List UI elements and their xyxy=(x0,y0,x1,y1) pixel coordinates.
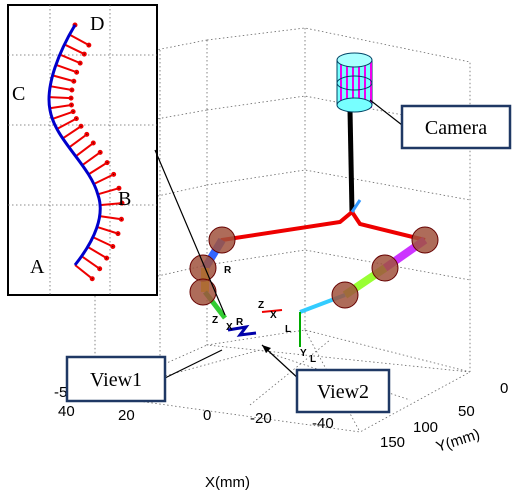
callout-box xyxy=(400,104,512,150)
frame-labels: R Z X R Z X L Y L xyxy=(212,265,316,365)
x-axis-label: X(mm) xyxy=(205,474,250,491)
x-tick-label: 0 xyxy=(203,407,211,424)
point-label: D xyxy=(90,13,104,35)
point-label: C xyxy=(12,83,25,105)
y-tick-label: 0 xyxy=(500,380,508,397)
frame-label: Z xyxy=(212,315,218,326)
inset-labels: A B C D xyxy=(12,13,131,278)
point-label: B xyxy=(118,188,131,210)
point-label: A xyxy=(30,256,45,278)
frame-label: Y xyxy=(300,348,307,359)
x-tick-label: 20 xyxy=(118,407,135,424)
x-tick-label: 40 xyxy=(58,403,75,420)
frame-label: X xyxy=(270,310,277,321)
callout-box xyxy=(65,355,167,403)
frame-label: X xyxy=(226,322,233,333)
frame-label: R xyxy=(236,317,244,328)
callout: View2 xyxy=(317,381,369,403)
frame-label: L xyxy=(285,324,291,335)
y-axis-label: Y(mm) xyxy=(434,426,482,456)
frame-label: R xyxy=(224,265,232,276)
y-tick-label: 100 xyxy=(413,419,438,436)
x-tick-label: -20 xyxy=(250,410,272,427)
callout: View1 xyxy=(90,369,142,391)
y-tick-label: 50 xyxy=(458,403,475,420)
x-tick-label: -40 xyxy=(312,415,334,432)
inset-curve xyxy=(47,24,102,266)
frame-label: Z xyxy=(258,300,264,311)
robot xyxy=(189,52,439,347)
callout-box xyxy=(295,368,391,414)
frame-label: L xyxy=(310,354,316,365)
y-tick-label: 150 xyxy=(380,434,405,451)
callout: Camera xyxy=(425,117,487,139)
